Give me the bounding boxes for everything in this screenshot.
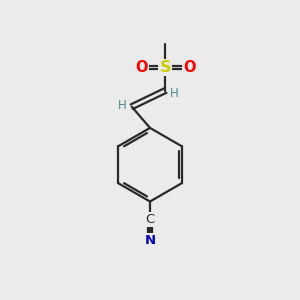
Text: S: S [160, 60, 171, 75]
Text: O: O [183, 60, 196, 75]
Text: H: H [170, 87, 179, 100]
Text: N: N [144, 235, 156, 248]
Text: H: H [118, 99, 127, 112]
Text: C: C [146, 213, 154, 226]
Text: O: O [135, 60, 147, 75]
